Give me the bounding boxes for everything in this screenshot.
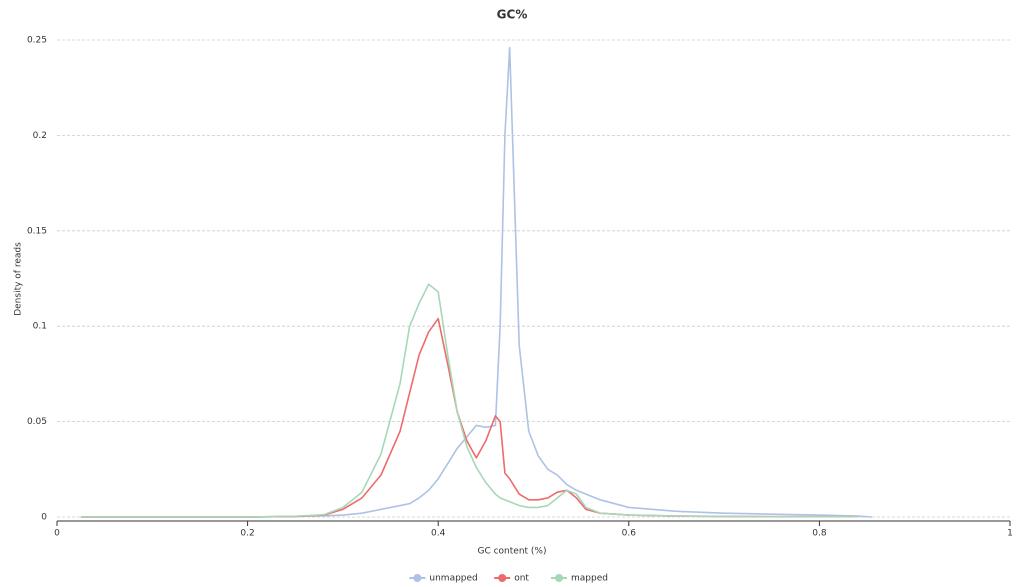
series-line bbox=[80, 46, 872, 518]
x-tick-label: 0.8 bbox=[812, 529, 827, 539]
y-tick-label: 0.1 bbox=[33, 322, 47, 332]
x-tick-label: 0.6 bbox=[622, 529, 637, 539]
x-tick-label: 0.4 bbox=[431, 529, 446, 539]
chart-title: GC% bbox=[497, 8, 528, 22]
y-tick-label: 0.05 bbox=[27, 417, 47, 427]
legend-marker bbox=[498, 574, 507, 582]
x-tick-label: 0.2 bbox=[240, 529, 254, 539]
y-tick-label: 0.25 bbox=[27, 36, 47, 46]
legend-label: unmapped bbox=[429, 574, 477, 584]
y-tick-label: 0.2 bbox=[33, 131, 47, 141]
y-tick-label: 0.15 bbox=[27, 226, 47, 236]
x-axis-label: GC content (%) bbox=[477, 547, 546, 557]
legend-label: ont bbox=[514, 574, 529, 584]
legend-marker bbox=[555, 574, 563, 582]
y-axis-label: Density of reads bbox=[14, 242, 24, 316]
y-tick-label: 0 bbox=[41, 513, 47, 523]
x-tick-label: 0 bbox=[54, 529, 60, 539]
series-line bbox=[80, 283, 858, 518]
legend-marker bbox=[413, 574, 422, 582]
legend-label: mapped bbox=[571, 574, 608, 584]
x-tick-label: 1 bbox=[1007, 529, 1013, 539]
series-line bbox=[80, 317, 858, 518]
